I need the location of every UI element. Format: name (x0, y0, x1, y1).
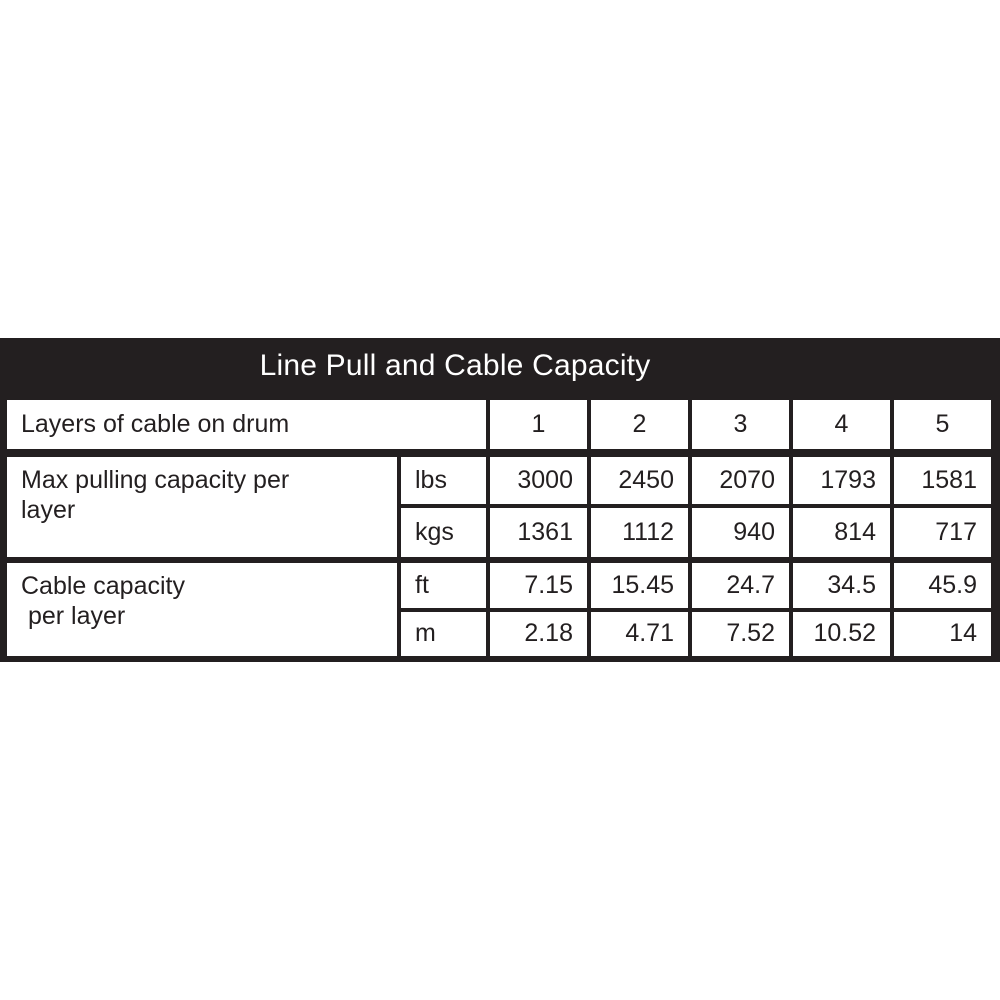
table-title-band: Line Pull and Cable Capacity (0, 338, 1000, 394)
header-layer-5: 5 (894, 400, 991, 449)
header-layer-1: 1 (490, 400, 587, 449)
section-label-line-1: Cable capacity (21, 572, 185, 600)
cell-m-layer-3: 7.52 (692, 612, 789, 656)
header-layer-4: 4 (793, 400, 890, 449)
table-grid: Layers of cable on drum 1 2 3 4 5 Max pu… (0, 394, 1000, 662)
cell-ft-layer-1: 7.15 (490, 563, 587, 608)
section-label-line-1: Max pulling capacity per (21, 466, 290, 494)
cell-m-layer-2: 4.71 (591, 612, 688, 656)
cell-m-layer-1: 2.18 (490, 612, 587, 656)
cell-kgs-layer-4: 814 (793, 508, 890, 557)
unit-cell-ft: ft (401, 563, 486, 608)
cell-ft-layer-3: 24.7 (692, 563, 789, 608)
cell-lbs-layer-3: 2070 (692, 457, 789, 504)
cell-m-layer-5: 14 (894, 612, 991, 656)
cell-kgs-layer-1: 1361 (490, 508, 587, 557)
table-title: Line Pull and Cable Capacity (259, 349, 651, 382)
header-layer-2: 2 (591, 400, 688, 449)
cell-ft-layer-2: 15.45 (591, 563, 688, 608)
cell-lbs-layer-2: 2450 (591, 457, 688, 504)
cell-ft-layer-5: 45.9 (894, 563, 991, 608)
header-row-label: Layers of cable on drum (21, 410, 290, 438)
cell-lbs-layer-1: 3000 (490, 457, 587, 504)
unit-cell-lbs: lbs (401, 457, 486, 504)
section-label-cable-capacity: Cable capacity per layer (7, 563, 397, 656)
unit-cell-m: m (401, 612, 486, 656)
unit-cell-kgs: kgs (401, 508, 486, 557)
cell-kgs-layer-3: 940 (692, 508, 789, 557)
header-row-label-cell: Layers of cable on drum (7, 400, 486, 449)
cell-kgs-layer-5: 717 (894, 508, 991, 557)
cell-lbs-layer-5: 1581 (894, 457, 991, 504)
header-layer-3: 3 (692, 400, 789, 449)
section-label-max-pulling-capacity: Max pulling capacity per layer (7, 457, 397, 557)
section-label-line-2: layer (21, 495, 76, 524)
cell-ft-layer-4: 34.5 (793, 563, 890, 608)
cell-m-layer-4: 10.52 (793, 612, 890, 656)
line-pull-cable-capacity-table: Line Pull and Cable Capacity Layers of c… (0, 338, 1000, 662)
cell-lbs-layer-4: 1793 (793, 457, 890, 504)
cell-kgs-layer-2: 1112 (591, 508, 688, 557)
section-label-line-2: per layer (21, 601, 126, 630)
